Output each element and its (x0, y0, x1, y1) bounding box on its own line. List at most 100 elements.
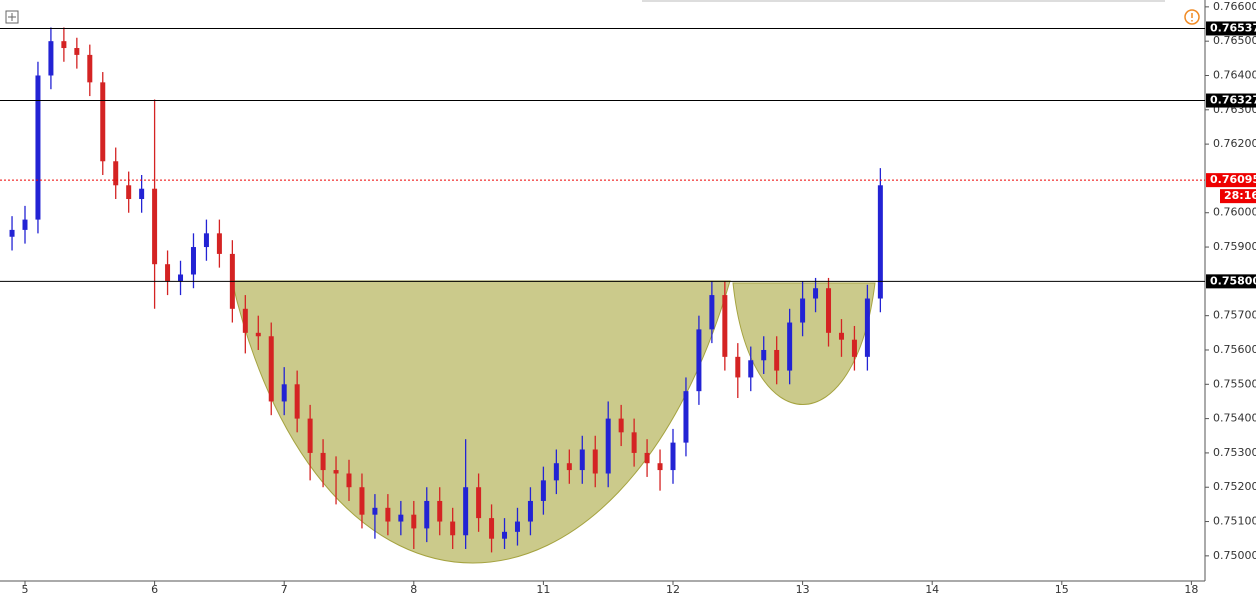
candle-body (657, 463, 663, 471)
icon-box[interactable] (5, 10, 19, 24)
candle-body (424, 500, 430, 529)
y-tick-label: 0.75300 (1213, 446, 1256, 459)
x-tick-label: 18 (1184, 583, 1198, 595)
candle-body (813, 288, 819, 299)
y-tick-label: 0.75600 (1213, 343, 1256, 356)
candle-body (126, 185, 132, 200)
candle-body (592, 449, 598, 474)
candle-body (87, 54, 93, 83)
y-tick-label: 0.76400 (1213, 68, 1256, 81)
candle-body (787, 322, 793, 371)
candle-body (838, 332, 844, 340)
countdown-box (1220, 189, 1256, 204)
y-tick-label: 0.75100 (1213, 515, 1256, 528)
candle-body (735, 356, 741, 378)
candle-body (203, 233, 209, 248)
y-tick-label: 0.76200 (1213, 137, 1256, 150)
candle-body (346, 473, 352, 488)
candle-body (307, 418, 313, 453)
y-tick-label: 0.76500 (1213, 34, 1256, 47)
candle-body (696, 329, 702, 392)
candle-body (139, 188, 145, 200)
candle-body (722, 295, 728, 357)
candle-body (826, 288, 832, 333)
y-tick-label: 0.76600 (1213, 0, 1256, 13)
candle-body (152, 188, 158, 265)
x-tick-label: 15 (1055, 583, 1069, 595)
icon-plus[interactable] (8, 13, 16, 21)
y-tick-label: 0.76000 (1213, 206, 1256, 219)
candle-body (631, 432, 637, 453)
candle-body (74, 48, 80, 55)
current-price-label: 0.76095 (1210, 173, 1256, 186)
level-label-box (1206, 21, 1256, 36)
candle-body (48, 41, 54, 76)
candle-body (553, 463, 559, 481)
candle-body (268, 336, 274, 402)
candle-body (61, 41, 67, 49)
candle-body (398, 514, 404, 522)
level-label-box (1206, 93, 1256, 108)
expand-icon[interactable] (5, 10, 19, 24)
y-tick-label: 0.75700 (1213, 309, 1256, 322)
candle-body (851, 339, 857, 357)
candle-body (22, 219, 28, 230)
level-label: 0.76537 (1210, 21, 1256, 34)
candle-body (165, 264, 171, 282)
candle-body (502, 531, 508, 539)
candle-body (190, 247, 196, 275)
candle-body (437, 500, 443, 522)
candle-body (385, 507, 391, 522)
y-tick-label: 0.75400 (1213, 412, 1256, 425)
candle-body (216, 233, 222, 254)
candle-body (566, 463, 572, 471)
candle-body (864, 298, 870, 357)
candle-body (774, 349, 780, 371)
candle-body (709, 295, 715, 330)
candle-body (683, 391, 689, 443)
candle-body (320, 452, 326, 471)
candle-body (644, 452, 650, 464)
level-label: 0.75800 (1210, 274, 1256, 287)
level-label: 0.76327 (1210, 94, 1256, 107)
alert-circle[interactable] (1184, 9, 1200, 25)
candle-body (281, 384, 287, 402)
candle-body (514, 521, 520, 532)
candle-body (670, 442, 676, 471)
candle-body (877, 185, 883, 299)
alert-icon[interactable] (1184, 9, 1200, 25)
x-tick-label: 5 (22, 583, 29, 595)
candle-body (359, 487, 365, 515)
countdown: 28:16 (1224, 189, 1256, 202)
candle-body (463, 487, 469, 536)
candle-body (255, 332, 261, 337)
candle-body (9, 229, 15, 237)
candle-body (579, 449, 585, 471)
candle-body (489, 518, 495, 539)
y-tick-label: 0.75200 (1213, 480, 1256, 493)
x-tick-label: 13 (796, 583, 810, 595)
candle-body (333, 470, 339, 474)
y-tick-label: 0.75500 (1213, 377, 1256, 390)
candle-body (800, 298, 806, 323)
x-tick-label: 8 (410, 583, 417, 595)
candle-body (476, 487, 482, 519)
candle-body (113, 161, 119, 186)
candle-body (411, 514, 417, 529)
candle-body (748, 360, 754, 378)
y-tick-label: 0.75900 (1213, 240, 1256, 253)
current-price-box (1206, 173, 1256, 188)
x-tick-label: 11 (536, 583, 550, 595)
candle-body (35, 75, 41, 220)
x-tick-label: 14 (925, 583, 939, 595)
candle-body (605, 418, 611, 474)
y-tick-label: 0.75000 (1213, 549, 1256, 562)
candle-body (372, 507, 378, 515)
x-tick-label: 7 (281, 583, 288, 595)
candle-body (450, 521, 456, 536)
candle-body (540, 480, 546, 501)
x-tick-label: 12 (666, 583, 680, 595)
candle-body (242, 308, 248, 333)
x-tick-label: 6 (151, 583, 158, 595)
candle-body (527, 500, 533, 522)
